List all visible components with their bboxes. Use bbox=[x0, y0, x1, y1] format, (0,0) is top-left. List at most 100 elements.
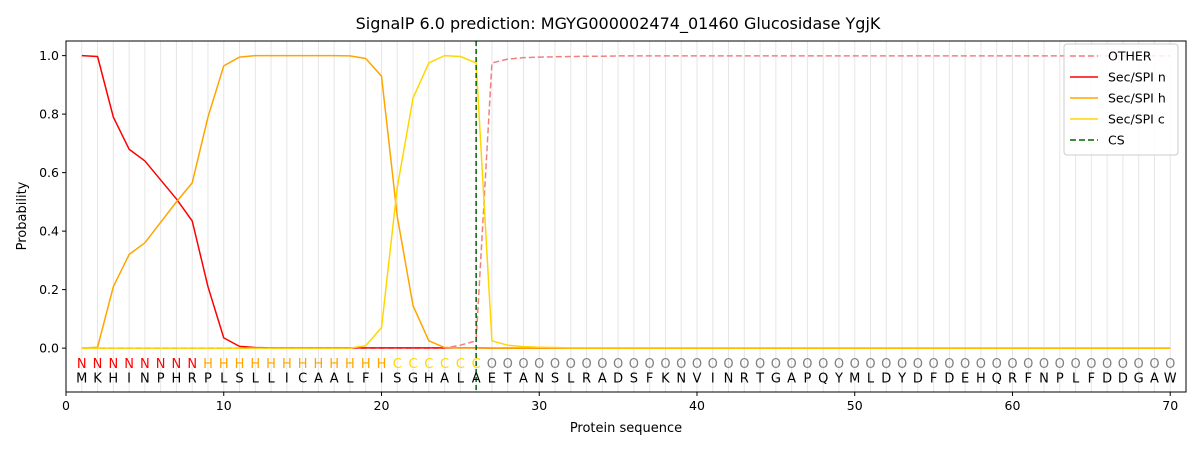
residue-letter: T bbox=[755, 371, 764, 386]
residue-letter: N bbox=[534, 371, 544, 386]
residue-letter: Y bbox=[897, 371, 906, 386]
residue-letter: I bbox=[285, 371, 289, 386]
residue-letter: Q bbox=[818, 371, 828, 386]
region-label: O bbox=[850, 357, 860, 372]
residue-letter: A bbox=[1150, 371, 1159, 386]
residue-letter: L bbox=[267, 371, 275, 386]
region-label: O bbox=[771, 357, 781, 372]
region-label: C bbox=[409, 357, 418, 372]
residue-letter: F bbox=[1088, 371, 1095, 386]
region-label: O bbox=[581, 357, 591, 372]
region-label: O bbox=[1055, 357, 1065, 372]
residue-letter: D bbox=[1118, 371, 1128, 386]
residue-letter: P bbox=[204, 371, 212, 386]
residue-letter: L bbox=[252, 371, 260, 386]
residue-letter: A bbox=[787, 371, 796, 386]
residue-letter: G bbox=[771, 371, 781, 386]
residue-letter: F bbox=[1025, 371, 1032, 386]
y-tick-label: 0.6 bbox=[39, 165, 59, 180]
residue-letter: D bbox=[1102, 371, 1112, 386]
x-tick-label: 60 bbox=[1005, 398, 1021, 413]
residue-letter: M bbox=[76, 371, 87, 386]
residue-letter: N bbox=[1039, 371, 1049, 386]
x-tick-label: 30 bbox=[531, 398, 547, 413]
region-label: O bbox=[487, 357, 497, 372]
x-tick-label: 70 bbox=[1162, 398, 1178, 413]
legend-box bbox=[1063, 43, 1179, 156]
x-tick-label: 20 bbox=[374, 398, 390, 413]
region-label: O bbox=[992, 357, 1002, 372]
region-label: N bbox=[156, 357, 166, 372]
region-label: O bbox=[1165, 357, 1175, 372]
series-line-3 bbox=[81, 54, 1171, 349]
region-label: O bbox=[1086, 357, 1096, 372]
y-tick-label: 0.2 bbox=[39, 282, 59, 297]
region-label: N bbox=[172, 357, 182, 372]
legend: OTHER Sec/SPI n Sec/SPI h Sec/SPI c CS bbox=[1063, 43, 1179, 156]
residue-letter: P bbox=[157, 371, 165, 386]
region-label: C bbox=[456, 357, 465, 372]
y-axis-ticks: 0.0 0.2 0.4 0.6 0.8 1.0 bbox=[39, 48, 66, 356]
residue-letter: R bbox=[188, 371, 197, 386]
residue-letter: M bbox=[849, 371, 860, 386]
x-tick-label: 50 bbox=[847, 398, 863, 413]
region-label: C bbox=[393, 357, 402, 372]
region-label: H bbox=[345, 357, 355, 372]
residue-letter: K bbox=[661, 371, 670, 386]
x-tick-label: 0 bbox=[62, 398, 70, 413]
residue-letter: L bbox=[220, 371, 228, 386]
region-label: O bbox=[1070, 357, 1080, 372]
residue-letter: H bbox=[976, 371, 986, 386]
region-label: O bbox=[755, 357, 765, 372]
residue-letter: A bbox=[440, 371, 449, 386]
y-tick-label: 0.0 bbox=[39, 341, 59, 356]
residue-letter: E bbox=[961, 371, 969, 386]
residue-letter: L bbox=[1072, 371, 1080, 386]
region-label: N bbox=[124, 357, 134, 372]
residue-letter: R bbox=[582, 371, 591, 386]
residue-letter: P bbox=[1056, 371, 1064, 386]
residue-letter: R bbox=[740, 371, 749, 386]
region-label: O bbox=[692, 357, 702, 372]
region-label: H bbox=[235, 357, 245, 372]
region-label: O bbox=[913, 357, 923, 372]
residue-letter: S bbox=[393, 371, 401, 386]
region-label: O bbox=[739, 357, 749, 372]
region-label: O bbox=[1102, 357, 1112, 372]
residue-letter: D bbox=[944, 371, 954, 386]
region-label: O bbox=[534, 357, 544, 372]
vertical-grid bbox=[81, 41, 1171, 392]
residue-letter: H bbox=[424, 371, 434, 386]
region-label: O bbox=[1023, 357, 1033, 372]
legend-label: Sec/SPI n bbox=[1108, 70, 1166, 85]
region-label: C bbox=[424, 357, 433, 372]
region-label: O bbox=[566, 357, 576, 372]
series-line-2 bbox=[81, 54, 1171, 349]
plot-frame bbox=[65, 40, 1187, 393]
residue-letter: S bbox=[551, 371, 559, 386]
region-label: O bbox=[1118, 357, 1128, 372]
residue-letter: A bbox=[472, 371, 481, 386]
residue-letter: F bbox=[362, 371, 369, 386]
region-label: O bbox=[1007, 357, 1017, 372]
residue-letter: A bbox=[330, 371, 339, 386]
x-tick-label: 40 bbox=[689, 398, 705, 413]
region-label: O bbox=[865, 357, 875, 372]
region-label: O bbox=[960, 357, 970, 372]
residue-letter: D bbox=[881, 371, 891, 386]
region-label: H bbox=[377, 357, 387, 372]
residue-letter: N bbox=[140, 371, 150, 386]
region-label: O bbox=[818, 357, 828, 372]
residue-letter: N bbox=[724, 371, 734, 386]
region-label: H bbox=[361, 357, 371, 372]
residue-letter: P bbox=[803, 371, 811, 386]
y-tick-label: 0.8 bbox=[39, 107, 59, 122]
region-label: O bbox=[944, 357, 954, 372]
region-label: O bbox=[1134, 357, 1144, 372]
region-label: N bbox=[77, 357, 87, 372]
residue-letter: L bbox=[457, 371, 465, 386]
region-label: O bbox=[645, 357, 655, 372]
region-label: O bbox=[550, 357, 560, 372]
residue-letter: G bbox=[1134, 371, 1144, 386]
